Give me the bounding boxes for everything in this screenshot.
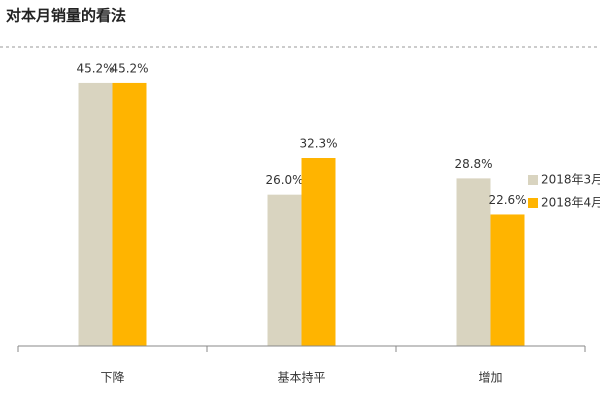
value-label: 22.6% — [488, 193, 526, 207]
value-label: 32.3% — [299, 137, 337, 151]
bar — [301, 158, 336, 346]
bar — [490, 214, 525, 346]
legend-label: 2018年3月 — [541, 173, 600, 187]
legend-label: 2018年4月 — [541, 196, 600, 210]
bar — [267, 194, 302, 346]
bar — [78, 82, 113, 346]
legend-swatch — [528, 198, 538, 208]
value-label: 26.0% — [265, 173, 303, 187]
x-tick-label: 增加 — [478, 371, 502, 385]
legend-swatch — [528, 175, 538, 185]
value-label: 45.2% — [76, 61, 114, 75]
chart-title: 对本月销量的看法 — [6, 7, 126, 25]
value-label: 45.2% — [110, 61, 148, 75]
bar — [112, 82, 147, 346]
x-tick-label: 下降 — [100, 371, 124, 385]
x-tick-label: 基本持平 — [277, 370, 325, 385]
value-label: 28.8% — [454, 157, 492, 171]
bar — [456, 178, 491, 346]
